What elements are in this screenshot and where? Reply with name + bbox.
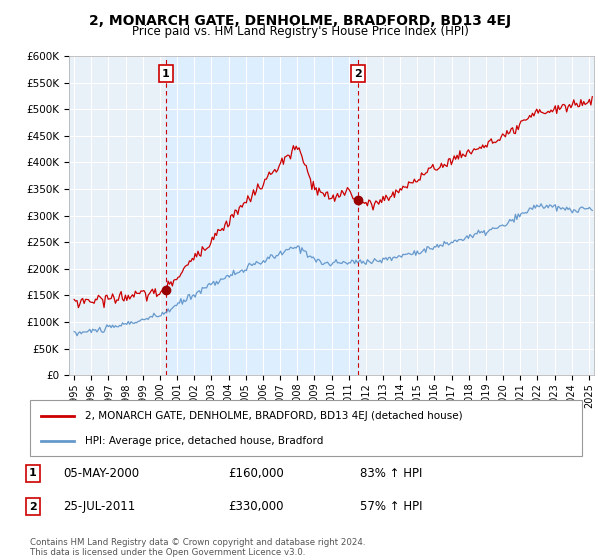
Text: 2: 2 bbox=[29, 502, 37, 512]
Text: £160,000: £160,000 bbox=[228, 466, 284, 480]
Text: 25-JUL-2011: 25-JUL-2011 bbox=[63, 500, 135, 514]
Bar bbox=[166, 56, 358, 375]
FancyBboxPatch shape bbox=[30, 400, 582, 456]
Text: 1: 1 bbox=[29, 468, 37, 478]
Text: Price paid vs. HM Land Registry's House Price Index (HPI): Price paid vs. HM Land Registry's House … bbox=[131, 25, 469, 38]
Text: £330,000: £330,000 bbox=[228, 500, 284, 514]
Text: 2, MONARCH GATE, DENHOLME, BRADFORD, BD13 4EJ (detached house): 2, MONARCH GATE, DENHOLME, BRADFORD, BD1… bbox=[85, 411, 463, 421]
Text: 83% ↑ HPI: 83% ↑ HPI bbox=[360, 466, 422, 480]
Text: HPI: Average price, detached house, Bradford: HPI: Average price, detached house, Brad… bbox=[85, 436, 323, 446]
Text: Contains HM Land Registry data © Crown copyright and database right 2024.
This d: Contains HM Land Registry data © Crown c… bbox=[30, 538, 365, 557]
Text: 1: 1 bbox=[162, 69, 170, 79]
Text: 2: 2 bbox=[354, 69, 362, 79]
Text: 05-MAY-2000: 05-MAY-2000 bbox=[63, 466, 139, 480]
Text: 2, MONARCH GATE, DENHOLME, BRADFORD, BD13 4EJ: 2, MONARCH GATE, DENHOLME, BRADFORD, BD1… bbox=[89, 14, 511, 28]
Text: 57% ↑ HPI: 57% ↑ HPI bbox=[360, 500, 422, 514]
